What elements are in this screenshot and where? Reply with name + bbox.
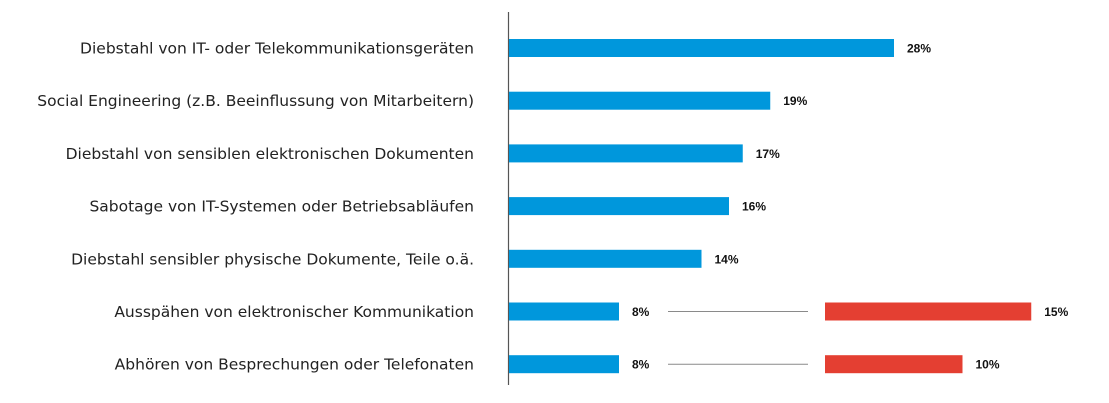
bar-series1 bbox=[509, 302, 619, 321]
bar-series1 bbox=[509, 91, 771, 110]
category-label: Diebstahl von IT- oder Telekommunikation… bbox=[80, 40, 474, 58]
value-label-series1: 8% bbox=[632, 305, 650, 319]
bar-series1 bbox=[509, 197, 729, 216]
bar-series1 bbox=[509, 249, 702, 268]
value-label-series1: 28% bbox=[907, 42, 931, 56]
category-label: Ausspähen von elektronischer Kommunikati… bbox=[114, 303, 474, 321]
value-label-series2: 10% bbox=[976, 358, 1000, 372]
value-label-series1: 14% bbox=[715, 252, 739, 266]
category-label: Abhören von Besprechungen oder Telefonat… bbox=[115, 356, 474, 374]
bar-series1 bbox=[509, 39, 894, 57]
bar-series2 bbox=[825, 302, 1032, 321]
value-label-series1: 8% bbox=[632, 358, 650, 372]
category-label: Diebstahl sensibler physische Dokumente,… bbox=[71, 250, 474, 268]
value-label-series1: 19% bbox=[783, 94, 807, 108]
category-label: Sabotage von IT-Systemen oder Betriebsab… bbox=[89, 198, 474, 216]
category-label: Diebstahl von sensiblen elektronischen D… bbox=[66, 145, 474, 163]
bar-series2 bbox=[825, 355, 963, 374]
value-label-series2: 15% bbox=[1044, 305, 1068, 319]
value-label-series1: 16% bbox=[742, 200, 766, 214]
bar-series1 bbox=[509, 355, 619, 374]
bar-series1 bbox=[509, 144, 743, 163]
value-label-series1: 17% bbox=[756, 147, 780, 161]
category-label: Social Engineering (z.B. Beeinflussung v… bbox=[37, 92, 474, 110]
